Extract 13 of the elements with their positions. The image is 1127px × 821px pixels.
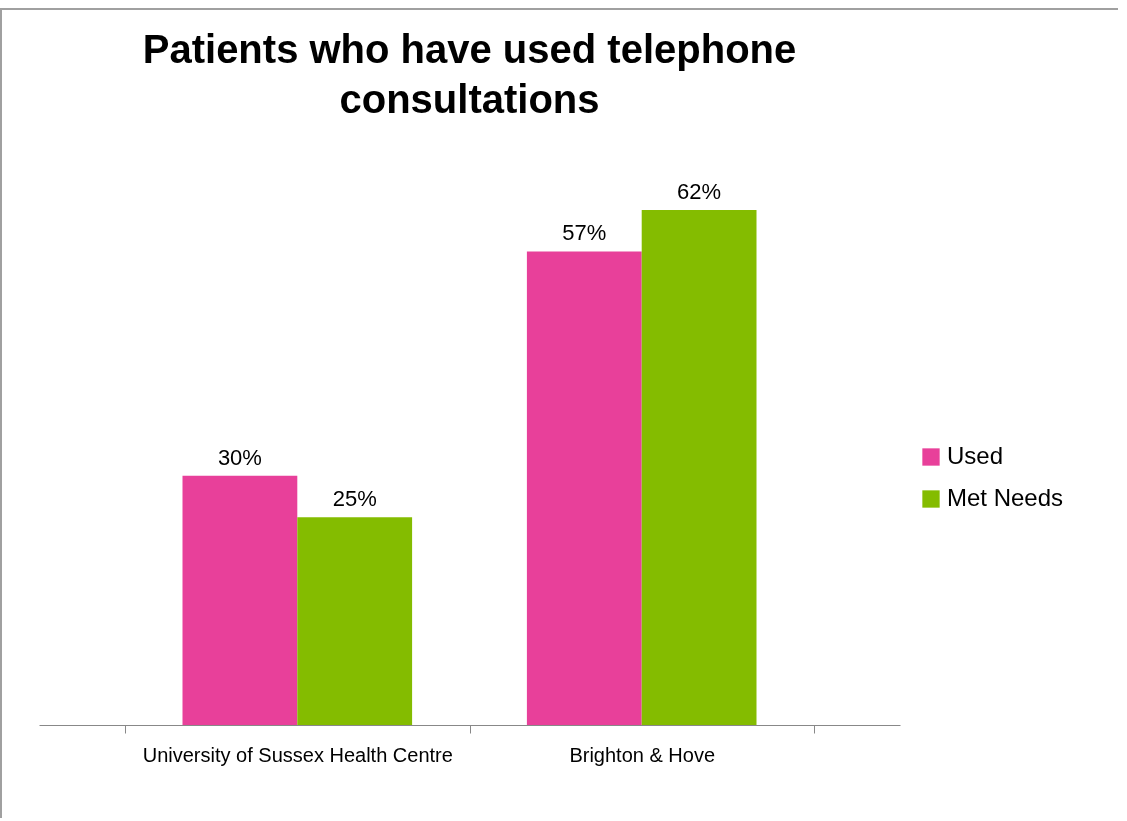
data-label: 30% xyxy=(217,444,262,470)
chart-title: Patients who have used telephone consultations xyxy=(142,26,797,121)
bar xyxy=(641,209,757,725)
data-label: 57% xyxy=(562,220,607,246)
x-tick-label: Brighton & Hove xyxy=(569,743,716,766)
bar xyxy=(182,475,298,725)
legend-label: Used xyxy=(947,442,1004,469)
legend-label: Met Needs xyxy=(947,484,1064,511)
bar xyxy=(297,517,413,725)
data-label: 62% xyxy=(677,178,722,204)
data-label: 25% xyxy=(332,486,377,512)
bar xyxy=(526,251,642,725)
x-tick-label: University of Sussex Health Centre xyxy=(142,743,453,766)
